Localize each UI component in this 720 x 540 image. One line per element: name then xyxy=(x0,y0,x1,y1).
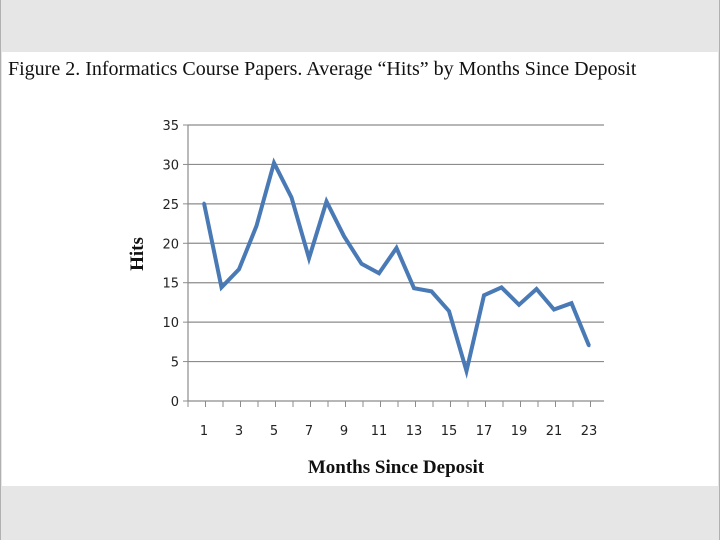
x-tick-label: 23 xyxy=(581,424,598,439)
data-point xyxy=(325,199,328,203)
data-point xyxy=(377,271,381,275)
x-tick-label: 9 xyxy=(340,424,348,439)
data-point xyxy=(552,308,556,312)
x-tick-label: 17 xyxy=(476,424,493,439)
data-point xyxy=(482,293,486,297)
data-point xyxy=(517,303,521,307)
data-point xyxy=(587,344,591,348)
x-tick-label: 21 xyxy=(546,424,563,439)
y-tick-label: 10 xyxy=(162,316,179,331)
data-point xyxy=(465,369,468,373)
x-tick-label: 19 xyxy=(511,424,528,439)
y-tick-label: 25 xyxy=(162,198,179,213)
data-point xyxy=(535,287,538,291)
data-point xyxy=(342,234,346,238)
y-tick-label: 30 xyxy=(162,158,179,173)
x-tick-label: 3 xyxy=(235,424,243,439)
data-point xyxy=(307,256,311,260)
data-point xyxy=(360,262,363,266)
data-point xyxy=(430,289,433,293)
x-tick-label: 5 xyxy=(270,424,278,439)
data-point xyxy=(412,286,416,290)
series-line xyxy=(202,157,591,379)
left-frame-line xyxy=(0,0,1,540)
data-point xyxy=(220,285,223,289)
data-point xyxy=(570,301,573,305)
y-tick-label: 5 xyxy=(171,356,179,371)
data-point xyxy=(395,246,398,250)
x-axis-label: Months Since Deposit xyxy=(307,457,485,478)
data-point xyxy=(202,201,206,205)
y-tick-label: 35 xyxy=(162,119,179,134)
y-tick-label: 20 xyxy=(162,237,179,252)
y-tick-label: 15 xyxy=(162,277,179,292)
x-tick-label: 7 xyxy=(305,424,313,439)
data-point xyxy=(290,196,293,200)
data-point xyxy=(500,285,503,289)
chart-title: Figure 2. Informatics Course Papers. Ave… xyxy=(8,58,637,80)
data-point xyxy=(237,267,241,271)
x-tick-label: 1 xyxy=(200,424,208,439)
x-tick-label: 11 xyxy=(371,424,388,439)
data-point xyxy=(447,309,451,313)
data-point xyxy=(255,224,258,228)
chart-panel xyxy=(2,52,718,486)
x-tick-label: 13 xyxy=(406,424,423,439)
data-point xyxy=(272,161,276,165)
y-tick-label: 0 xyxy=(171,395,179,410)
x-tick-label: 15 xyxy=(441,424,458,439)
